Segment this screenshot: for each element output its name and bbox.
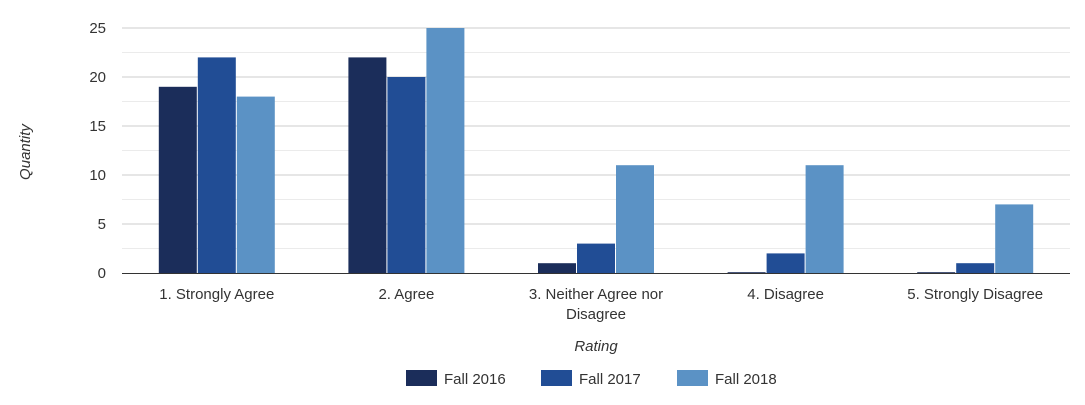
- x-tick-label: 4. Disagree: [747, 286, 824, 303]
- legend-label: Fall 2016: [444, 371, 506, 388]
- bar-fall-2018: [805, 165, 844, 273]
- gridlines: [122, 27, 1070, 249]
- x-tick-label: 3. Neither Agree nor: [529, 286, 663, 303]
- bar-fall-2018: [616, 165, 654, 273]
- y-tick-label: 20: [89, 69, 106, 86]
- y-tick-label: 15: [89, 118, 106, 135]
- x-tick-label: Disagree: [566, 306, 626, 323]
- bar-fall-2017: [766, 253, 805, 273]
- y-tick-label: 10: [89, 167, 106, 184]
- x-tick-label: 1. Strongly Agree: [159, 286, 274, 303]
- bars: [158, 28, 1034, 274]
- x-tick-label: 5. Strongly Disagree: [907, 286, 1043, 303]
- legend-swatch: [677, 370, 708, 386]
- legend-swatch: [541, 370, 572, 386]
- legend-label: Fall 2017: [579, 371, 641, 388]
- bar-fall-2016: [348, 57, 387, 274]
- bar-fall-2016: [917, 272, 956, 273]
- x-tick-label: 2. Agree: [378, 286, 434, 303]
- legend-swatch: [406, 370, 437, 386]
- y-axis-label: Quantity: [17, 123, 34, 180]
- bar-fall-2017: [197, 57, 236, 274]
- bar-fall-2016: [538, 263, 576, 273]
- y-axis-ticks: 0 5 10 15 20 25: [89, 20, 106, 282]
- legend: Fall 2016 Fall 2017 Fall 2018: [406, 370, 777, 388]
- y-tick-label: 5: [98, 216, 106, 233]
- legend-label: Fall 2018: [715, 371, 777, 388]
- bar-fall-2017: [577, 243, 615, 273]
- bar-fall-2018: [236, 96, 275, 273]
- x-axis-ticks: 1. Strongly Agree 2. Agree 3. Neither Agre…: [159, 286, 1043, 323]
- bar-fall-2017: [387, 77, 426, 273]
- bar-fall-2017: [956, 263, 995, 273]
- bar-fall-2016: [727, 272, 766, 273]
- y-tick-label: 25: [89, 20, 106, 37]
- x-axis-label: Rating: [574, 338, 618, 355]
- y-tick-label: 0: [98, 265, 106, 282]
- bar-fall-2018: [995, 204, 1034, 273]
- bar-fall-2018: [426, 28, 465, 273]
- bar-fall-2016: [158, 86, 197, 273]
